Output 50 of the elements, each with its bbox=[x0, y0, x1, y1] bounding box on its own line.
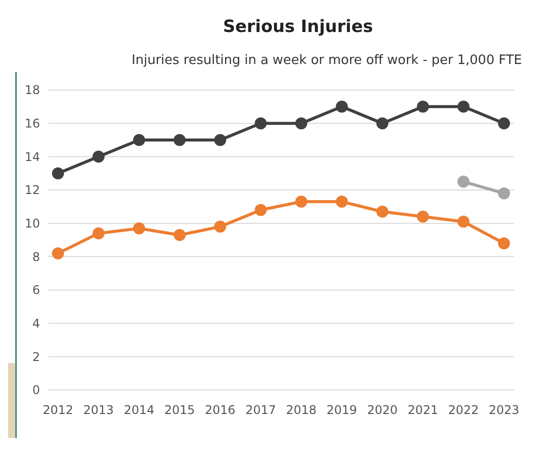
x-tick-label: 2019 bbox=[326, 403, 358, 417]
point bbox=[498, 187, 510, 200]
point bbox=[376, 117, 388, 130]
point bbox=[254, 204, 267, 216]
point bbox=[133, 222, 146, 234]
point bbox=[498, 117, 510, 130]
point bbox=[133, 134, 146, 146]
point bbox=[52, 167, 64, 180]
y-tick-label: 6 bbox=[32, 283, 40, 298]
point bbox=[52, 247, 64, 260]
x-tick-label: 2017 bbox=[245, 403, 276, 417]
x-tick-label: 2021 bbox=[408, 403, 438, 417]
point bbox=[457, 100, 470, 113]
y-tick-label: 12 bbox=[24, 183, 40, 198]
chart-subtitle: Injuries resulting in a week or more off work - per 1,000 FTE bbox=[132, 53, 522, 68]
y-tick-label: 2 bbox=[32, 350, 40, 364]
x-tick-label: 2022 bbox=[448, 403, 479, 417]
point bbox=[457, 176, 470, 188]
point bbox=[416, 210, 429, 223]
x-tick-label: 2015 bbox=[164, 403, 195, 417]
y-tick-label: 8 bbox=[32, 250, 40, 264]
x-tick-label: 2012 bbox=[42, 403, 74, 417]
chart-title: Serious Injuries bbox=[222, 17, 374, 37]
y-tick-label: 0 bbox=[32, 383, 40, 398]
point bbox=[295, 117, 308, 130]
point bbox=[336, 100, 348, 113]
y-tick-label: 4 bbox=[32, 316, 40, 331]
point bbox=[457, 216, 470, 228]
x-tick-label: 2023 bbox=[488, 403, 520, 417]
point bbox=[254, 117, 267, 130]
y-tick-label: 18 bbox=[24, 83, 40, 98]
point bbox=[416, 100, 429, 113]
y-tick-label: 16 bbox=[24, 116, 40, 131]
point bbox=[498, 237, 510, 250]
point bbox=[295, 196, 308, 208]
x-tick-label: 2020 bbox=[367, 403, 398, 417]
x-tick-label: 2013 bbox=[83, 403, 114, 417]
point bbox=[214, 134, 226, 146]
point bbox=[92, 227, 105, 240]
point bbox=[174, 229, 186, 241]
x-tick-label: 2018 bbox=[286, 403, 317, 417]
y-tick-label: 14 bbox=[24, 150, 40, 164]
point bbox=[174, 134, 186, 146]
x-tick-label: 2016 bbox=[204, 403, 236, 417]
point bbox=[92, 150, 105, 163]
x-tick-label: 2014 bbox=[124, 403, 154, 417]
point bbox=[336, 196, 348, 208]
point bbox=[376, 206, 388, 218]
point bbox=[214, 220, 226, 233]
y-tick-label: 10 bbox=[24, 216, 40, 231]
